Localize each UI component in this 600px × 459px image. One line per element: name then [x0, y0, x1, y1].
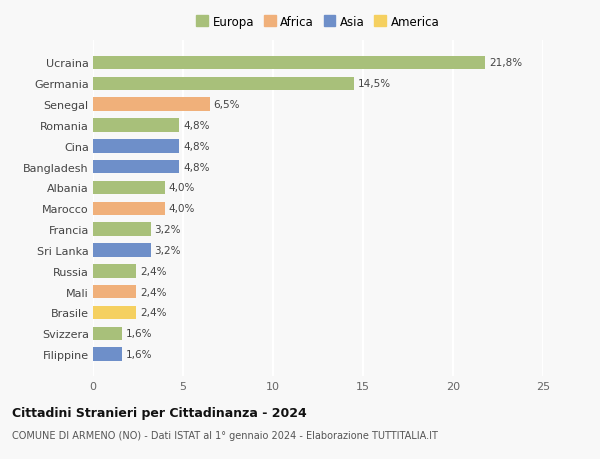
Text: 2,4%: 2,4%	[140, 266, 166, 276]
Text: 6,5%: 6,5%	[214, 100, 240, 110]
Bar	[93, 98, 210, 112]
Bar	[93, 181, 165, 195]
Bar	[93, 223, 151, 236]
Text: 3,2%: 3,2%	[154, 246, 181, 255]
Bar	[93, 244, 151, 257]
Bar	[93, 202, 165, 216]
Text: 4,8%: 4,8%	[183, 121, 209, 131]
Legend: Europa, Africa, Asia, America: Europa, Africa, Asia, America	[196, 16, 440, 29]
Text: 14,5%: 14,5%	[358, 79, 391, 89]
Text: 21,8%: 21,8%	[489, 58, 522, 68]
Bar	[93, 347, 122, 361]
Text: 2,4%: 2,4%	[140, 308, 166, 318]
Text: 1,6%: 1,6%	[125, 349, 152, 359]
Text: 4,8%: 4,8%	[183, 141, 209, 151]
Text: 4,0%: 4,0%	[169, 183, 195, 193]
Text: 1,6%: 1,6%	[125, 329, 152, 339]
Text: COMUNE DI ARMENO (NO) - Dati ISTAT al 1° gennaio 2024 - Elaborazione TUTTITALIA.: COMUNE DI ARMENO (NO) - Dati ISTAT al 1°…	[12, 430, 438, 440]
Bar	[93, 285, 136, 299]
Bar	[93, 264, 136, 278]
Bar	[93, 77, 354, 91]
Bar	[93, 327, 122, 341]
Bar	[93, 306, 136, 319]
Text: 2,4%: 2,4%	[140, 287, 166, 297]
Text: 4,0%: 4,0%	[169, 204, 195, 214]
Text: Cittadini Stranieri per Cittadinanza - 2024: Cittadini Stranieri per Cittadinanza - 2…	[12, 406, 307, 419]
Text: 4,8%: 4,8%	[183, 162, 209, 172]
Bar	[93, 140, 179, 153]
Text: 3,2%: 3,2%	[154, 224, 181, 235]
Bar	[93, 161, 179, 174]
Bar	[93, 119, 179, 133]
Bar	[93, 56, 485, 70]
